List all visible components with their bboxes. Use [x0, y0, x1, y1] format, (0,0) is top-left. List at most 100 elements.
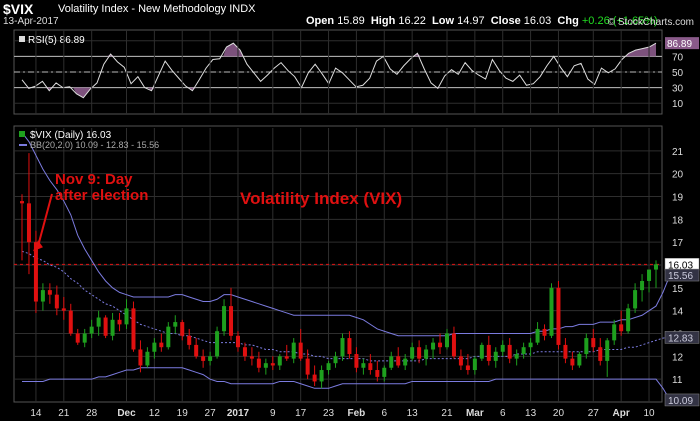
candle-body: [493, 351, 498, 361]
candle-body: [368, 363, 373, 371]
candle-body: [89, 326, 94, 334]
rsi-legend-swatch: [19, 36, 25, 42]
candle-body: [229, 306, 234, 336]
x-tick-label: Apr: [613, 408, 630, 419]
x-tick-label: 20: [553, 408, 565, 419]
price-y-tick-label: 12: [672, 352, 684, 363]
rsi-y-tick-label: 50: [672, 68, 684, 79]
candle-body: [354, 354, 359, 368]
x-tick-label: 21: [58, 408, 70, 419]
candle-body: [640, 280, 645, 291]
candle-body: [201, 356, 206, 361]
price-legend-label: $VIX (Daily) 16.03: [30, 130, 112, 141]
candle-body: [235, 335, 240, 348]
candle-body: [291, 342, 296, 359]
chart-date: 13-Apr-2017: [3, 16, 59, 27]
candle-body: [26, 203, 31, 243]
candle-body: [284, 356, 289, 359]
candle-body: [431, 342, 436, 350]
x-tick-label: 21: [441, 408, 453, 419]
x-tick-label: 2017: [227, 408, 250, 419]
candle-body: [389, 356, 394, 368]
rsi-y-tick-label: 30: [672, 84, 684, 95]
candle-body: [486, 344, 491, 361]
candle-body: [159, 342, 164, 348]
candle-body: [549, 287, 554, 336]
chg-value: +0.26 (+1.65%): [581, 15, 658, 27]
x-tick-label: 23: [323, 408, 335, 419]
candle-body: [605, 340, 610, 361]
price-y-tick-label: 21: [672, 147, 684, 158]
candle-body: [465, 365, 470, 371]
rsi-zone-fill: [625, 43, 656, 57]
price-y-tick-label: 15: [672, 284, 684, 295]
candle-body: [424, 349, 429, 359]
bb-lower-value-label: 10.09: [668, 396, 693, 407]
candle-body: [270, 363, 275, 366]
candle-body: [598, 347, 603, 361]
candle-body: [472, 358, 477, 371]
candle-body: [479, 344, 484, 359]
bb-upper-value-label: 15.56: [668, 271, 693, 282]
price-legend-swatch: [19, 131, 25, 137]
brand-watermark: © StockCharts.com: [607, 17, 694, 28]
candle-body: [277, 356, 282, 366]
x-tick-label: Feb: [348, 408, 366, 419]
bb-middle-value-label: 12.83: [668, 333, 693, 344]
candle-body: [619, 324, 624, 332]
candle-body: [33, 242, 38, 302]
candle-body: [633, 290, 638, 309]
candle-body: [319, 370, 324, 382]
candle-body: [396, 356, 401, 366]
candle-body: [507, 344, 512, 359]
rsi-zone-fill: [223, 43, 244, 57]
candle-body: [208, 356, 213, 361]
x-tick-label: 28: [86, 408, 98, 419]
high-label: High: [370, 15, 396, 27]
bb-middle-band: [21, 250, 670, 362]
candle-body: [556, 287, 561, 345]
x-tick-label: 12: [149, 408, 161, 419]
candle-body: [61, 308, 66, 311]
candle-body: [577, 354, 582, 366]
rsi-legend-label: RSI(5) 86.89: [28, 35, 85, 46]
rsi-y-tick-label: 70: [672, 52, 684, 63]
candle-body: [584, 338, 589, 355]
chg-label: Chg: [557, 15, 579, 27]
candle-body: [75, 333, 80, 343]
candle-body: [145, 351, 150, 366]
price-y-tick-label: 19: [672, 193, 684, 204]
x-tick-label: 27: [588, 408, 600, 419]
candle-body: [242, 347, 247, 357]
rsi-zone-fill: [73, 87, 94, 98]
candle-body: [626, 308, 631, 332]
candle-body: [20, 201, 24, 204]
candle-body: [528, 342, 533, 348]
candle-body: [326, 363, 331, 371]
candle-body: [570, 358, 575, 366]
price-y-tick-label: 14: [672, 307, 684, 318]
candle-body: [117, 319, 122, 325]
x-tick-label: 9: [270, 408, 276, 419]
candle-body: [403, 358, 408, 366]
ohlc-readout: Open 15.89 High 16.22 Low 14.97 Close 16…: [306, 15, 658, 27]
candle-body: [458, 356, 463, 366]
rsi-last-value-label: 86.89: [667, 39, 692, 50]
x-tick-label: 6: [382, 408, 388, 419]
candle-body: [180, 322, 185, 336]
x-tick-label: 13: [407, 408, 419, 419]
candle-body: [542, 328, 547, 336]
close-value: 16.03: [523, 15, 552, 27]
candle-body: [451, 333, 456, 357]
symbol-description: Volatility Index - New Methodology INDX: [58, 3, 256, 15]
candle-body: [347, 338, 352, 355]
candle-body: [500, 344, 505, 352]
candle-body: [654, 264, 658, 270]
rsi-last-value-tag: [665, 37, 699, 50]
candle-body: [138, 349, 143, 366]
bb-legend-label: BB(20,2.0) 10.09 - 12.83 - 15.56: [30, 140, 159, 150]
candle-body: [514, 354, 519, 359]
x-tick-label: Mar: [466, 408, 484, 419]
